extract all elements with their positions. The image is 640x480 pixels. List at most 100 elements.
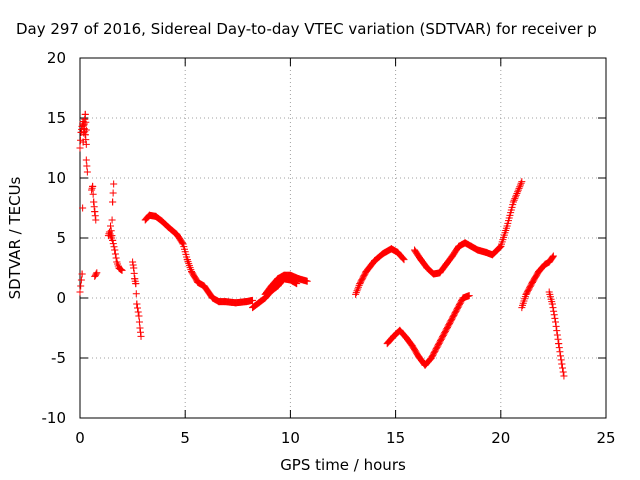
data-point <box>137 332 145 340</box>
data-point <box>552 322 560 330</box>
data-point <box>80 121 88 129</box>
data-point <box>559 364 567 372</box>
y-tick-label: 15 <box>47 109 66 127</box>
data-point <box>82 140 90 148</box>
data-point <box>352 290 360 298</box>
data-point <box>553 331 561 339</box>
data-point <box>129 261 137 269</box>
data-point <box>399 254 407 262</box>
data-point <box>129 258 137 266</box>
data-point <box>133 300 141 308</box>
data-point <box>178 239 186 247</box>
data-point <box>495 244 503 252</box>
data-point <box>91 208 99 216</box>
data-point <box>516 183 524 191</box>
data-point <box>517 179 525 187</box>
data-point <box>510 196 518 204</box>
data-point <box>135 312 143 320</box>
data-point <box>82 156 90 164</box>
data-point <box>550 311 558 319</box>
x-tick-label: 10 <box>281 429 300 447</box>
data-point <box>78 270 86 278</box>
x-tick-label: 15 <box>386 429 405 447</box>
data-point <box>555 340 563 348</box>
x-tick-label: 5 <box>180 429 190 447</box>
data-point <box>89 182 97 190</box>
data-point <box>109 189 117 197</box>
data-point <box>551 314 559 322</box>
data-point <box>556 348 564 356</box>
data-point <box>109 240 117 248</box>
data-point <box>553 327 561 335</box>
data-point <box>90 198 98 206</box>
axis-ticks: 0 5 10 15 20 25 -10 -5 0 5 10 15 20 <box>42 49 616 447</box>
data-point <box>132 280 140 288</box>
data-point <box>112 254 120 262</box>
data-point <box>111 250 119 258</box>
data-point <box>77 136 85 144</box>
data-point <box>303 277 311 285</box>
data-point <box>135 318 143 326</box>
x-tick-label: 0 <box>75 429 85 447</box>
y-tick-label: 0 <box>56 289 66 307</box>
chart-title: Day 297 of 2016, Sidereal Day-to-day VTE… <box>16 20 597 38</box>
data-point <box>81 110 89 118</box>
data-point <box>134 304 142 312</box>
data-point <box>83 168 91 176</box>
data-point <box>81 131 89 139</box>
data-point <box>249 296 257 304</box>
data-point <box>111 246 119 254</box>
data-point <box>518 178 526 186</box>
data-point <box>79 204 87 212</box>
data-point <box>548 300 556 308</box>
data-point <box>132 290 140 298</box>
y-tick-label: -10 <box>42 409 67 427</box>
data-point <box>88 184 96 192</box>
data-point <box>89 190 97 198</box>
data-point <box>549 253 557 261</box>
data-point <box>110 243 118 251</box>
data-point <box>555 344 563 352</box>
x-tick-label: 25 <box>596 429 615 447</box>
plot-frame <box>79 57 607 419</box>
data-point <box>77 128 85 136</box>
data-point <box>354 283 362 291</box>
data-point <box>79 118 87 126</box>
data-point <box>109 236 117 244</box>
data-point <box>512 193 520 201</box>
data-point <box>93 269 101 277</box>
data-point <box>76 288 84 296</box>
data-point <box>400 256 408 264</box>
data-point <box>509 198 517 206</box>
data-point <box>549 304 557 312</box>
data-point <box>136 328 144 336</box>
data-point <box>107 222 115 230</box>
data-point <box>559 368 567 376</box>
data-point <box>558 360 566 368</box>
data-point <box>76 144 84 152</box>
grid-lines <box>80 58 606 418</box>
data-point <box>511 195 519 203</box>
data-point <box>82 136 90 144</box>
data-point <box>557 352 565 360</box>
data-point <box>92 216 100 224</box>
data-point <box>557 356 565 364</box>
data-point <box>130 269 138 277</box>
data-point <box>80 125 88 133</box>
data-point <box>399 255 407 263</box>
data-point <box>92 270 100 278</box>
y-tick-label: 5 <box>56 229 66 247</box>
data-point <box>108 216 116 224</box>
data-point <box>515 184 523 192</box>
x-tick-label: 20 <box>491 429 510 447</box>
data-point <box>554 335 562 343</box>
data-points <box>76 110 568 380</box>
data-point <box>550 307 558 315</box>
data-point <box>352 289 360 297</box>
data-point <box>108 232 116 240</box>
data-point <box>107 227 115 235</box>
data-point <box>354 285 362 293</box>
data-point <box>109 198 117 206</box>
data-point <box>77 282 85 290</box>
